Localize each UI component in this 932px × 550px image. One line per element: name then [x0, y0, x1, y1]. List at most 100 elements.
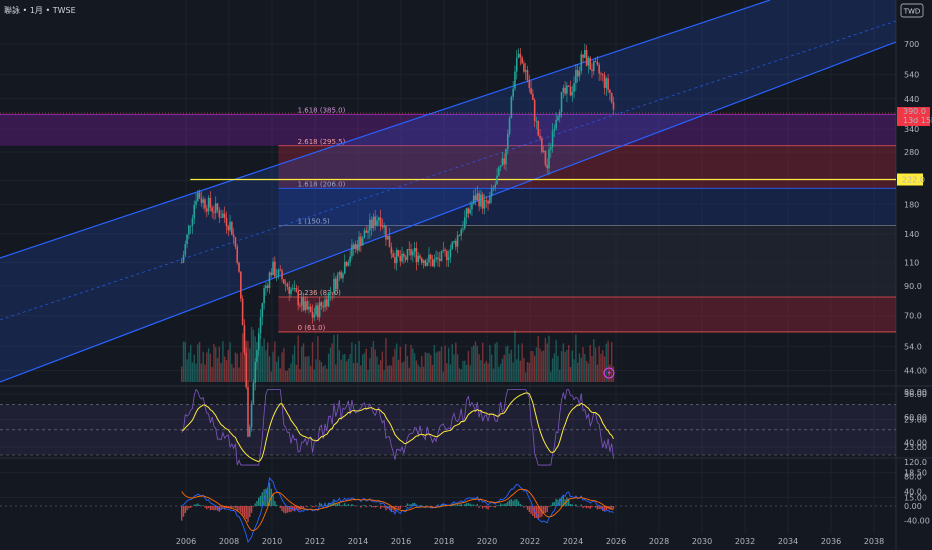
volume-bar — [331, 343, 333, 382]
candle-body — [424, 260, 427, 266]
candle-body — [191, 218, 194, 226]
macd-histogram-bar — [241, 506, 244, 515]
candle-body — [358, 236, 360, 251]
price-axis[interactable]: 70054044034028022018014011090.070.054.04… — [0, 40, 932, 502]
volume-bar — [541, 351, 543, 382]
candle-body — [188, 225, 190, 235]
macd-histogram-bar — [231, 506, 233, 509]
volume-bar — [562, 343, 565, 382]
volume-bar — [510, 349, 513, 382]
time-axis[interactable]: 2006 2008 2010 2012 2014 2016 2018 2020 2022 2024… — [176, 537, 884, 546]
candle-body — [410, 249, 412, 256]
candle-body — [446, 251, 448, 261]
macd-histogram-bar — [442, 503, 444, 506]
volume-bar — [406, 355, 409, 382]
candle-body — [558, 112, 561, 117]
macd-histogram-bar — [313, 506, 315, 507]
volume-bar — [265, 350, 267, 382]
volume-bar — [564, 351, 566, 382]
candle-body — [503, 158, 505, 165]
volume-bar — [460, 369, 462, 382]
volume-bar — [189, 344, 192, 382]
macd-histogram-bar — [243, 506, 246, 518]
candle-body — [580, 54, 583, 72]
volume-bar — [482, 342, 484, 382]
time-tick-label: 2032 — [735, 537, 755, 546]
candle-body — [281, 270, 283, 280]
candle-body — [333, 278, 335, 294]
candle-body — [413, 248, 416, 252]
price-tick-label: 18.50 — [904, 469, 927, 478]
currency-button[interactable]: TWD — [900, 3, 924, 18]
macd-histogram-bar — [508, 500, 511, 506]
macd-tick-label: 40.0 — [904, 487, 922, 496]
macd-histogram-bar — [224, 506, 226, 509]
lightning-icon[interactable] — [603, 367, 615, 379]
macd-histogram-bar — [361, 505, 364, 506]
volume-bar — [439, 351, 441, 382]
macd-tick-label: 120.0 — [904, 458, 927, 467]
macd-histogram-bar — [514, 499, 516, 506]
macd-tick-label: 80.0 — [904, 473, 922, 482]
macd-histogram-bar — [188, 506, 190, 509]
candle-body — [370, 219, 373, 229]
regression-channel — [0, 0, 897, 383]
channel-upper-line — [0, 0, 771, 259]
volume-bar — [354, 344, 357, 382]
macd-histogram-bar — [537, 506, 539, 520]
candle-body — [596, 61, 599, 65]
candle-body — [515, 57, 518, 72]
macd-histogram-bar — [505, 503, 507, 506]
price-tick-label: 70.0 — [904, 312, 922, 321]
macd-histogram-bar — [335, 504, 337, 506]
volume-bar — [453, 354, 455, 382]
macd-histogram-bar — [195, 504, 197, 506]
candle-body — [189, 225, 192, 227]
macd-histogram-bar — [302, 506, 305, 509]
volume-bar — [297, 335, 299, 382]
macd-histogram-bar — [503, 503, 505, 506]
time-tick-label: 2010 — [262, 537, 282, 546]
candle-body — [537, 120, 540, 136]
macd-histogram-bar — [315, 505, 317, 506]
volume-bar — [290, 363, 292, 382]
candle-body — [309, 306, 312, 312]
volume-bar — [594, 347, 597, 382]
macd-histogram-bar — [498, 505, 500, 506]
volume-bar — [281, 352, 283, 382]
volume-bar — [329, 347, 332, 382]
macd-histogram-bar — [473, 504, 475, 506]
candle-body — [270, 272, 273, 275]
candle-body — [195, 200, 197, 205]
volume-bar — [426, 353, 428, 382]
macd-histogram-bar — [218, 506, 221, 512]
candle-body — [480, 194, 482, 207]
macd-histogram-bar — [317, 506, 319, 507]
macd-histogram-bar — [213, 506, 215, 511]
volume-bar — [421, 356, 423, 382]
volume-bar — [342, 354, 344, 382]
volume-bar — [551, 358, 554, 382]
price-tick-label: 440 — [904, 95, 919, 104]
time-tick-label: 2038 — [864, 537, 884, 546]
candle-body — [376, 220, 378, 226]
price-tick-label: 23.00 — [904, 443, 927, 452]
volume-bar — [370, 347, 373, 382]
candle-body — [469, 209, 471, 214]
candle-body — [322, 305, 325, 308]
volume-bar — [528, 362, 530, 382]
volume-bar — [220, 362, 222, 382]
candle-body — [483, 200, 486, 209]
volume-bar — [293, 345, 296, 382]
candle-body — [548, 149, 550, 169]
candle-body — [216, 203, 219, 211]
macd-histogram-bar — [261, 492, 264, 506]
volume-bar — [446, 363, 448, 382]
volume-bar — [261, 346, 264, 382]
volume-bar — [340, 359, 342, 382]
candle-body — [222, 213, 224, 218]
macd-signal-line — [181, 488, 614, 531]
volume-bar — [258, 333, 260, 382]
